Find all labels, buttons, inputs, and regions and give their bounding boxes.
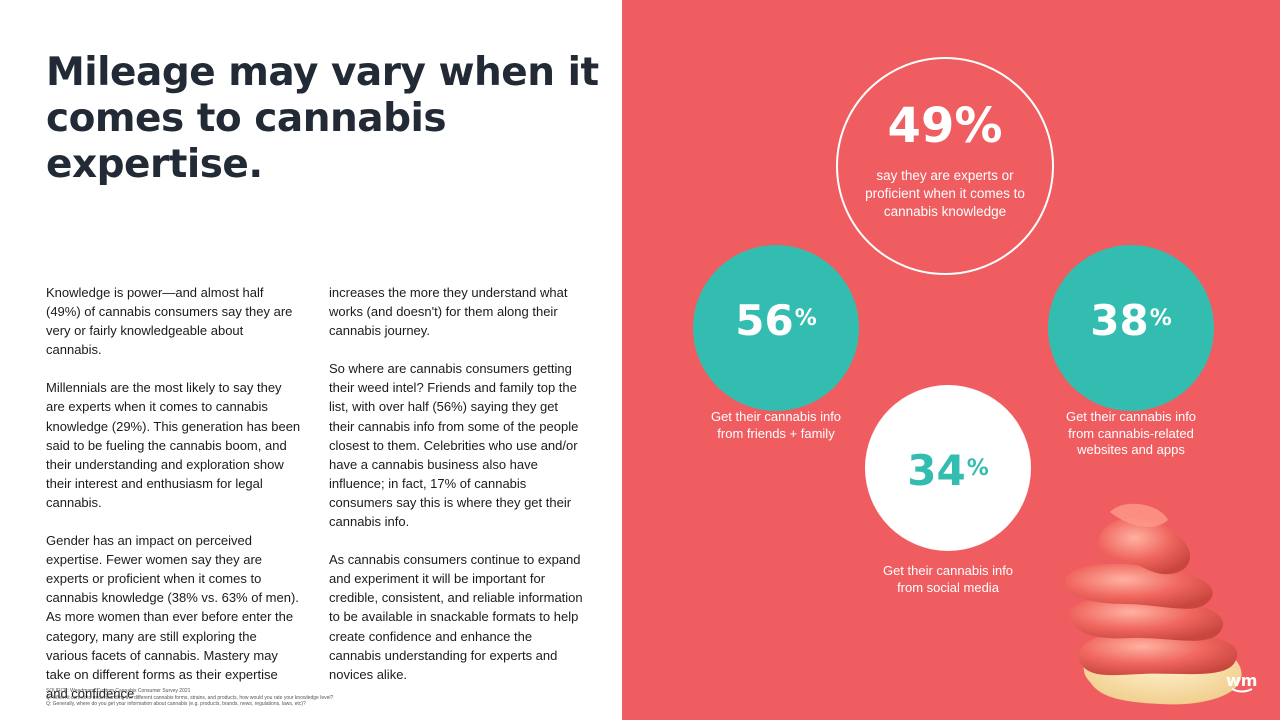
paragraph: Gender has an impact on perceived expert…: [46, 533, 299, 701]
source-note: SOURCE: Weedmaps Custom Cannabis Consume…: [46, 688, 606, 708]
paragraph: So where are cannabis consumers getting …: [329, 361, 579, 530]
page-title: Mileage may vary when it comes to cannab…: [46, 50, 599, 187]
paragraph: increases the more they understand what …: [329, 285, 568, 339]
left-panel: Mileage may vary when it comes to cannab…: [0, 0, 622, 720]
source-question-1: Q: When it comes to understanding the di…: [46, 694, 334, 701]
stat-circle-social: 34%: [865, 385, 1031, 551]
paragraph: Knowledge is power—and almost half (49%)…: [46, 285, 293, 358]
stat-caption-friends: Get their cannabis info from friends + f…: [710, 409, 842, 441]
body-column-2: increases the more they understand what …: [329, 283, 584, 703]
stat-value: 38%: [1090, 296, 1172, 345]
stats-panel: 49% say they are experts or proficient w…: [622, 0, 1280, 720]
stat-caption-websites: Get their cannabis info from cannabis-re…: [1065, 409, 1197, 457]
stat-circle-friends: 56%: [693, 245, 859, 411]
paragraph: As cannabis consumers continue to expand…: [329, 552, 583, 682]
stat-caption: say they are experts or proficient when …: [865, 168, 1025, 219]
body-column-1: Knowledge is power—and almost half (49%)…: [46, 283, 301, 722]
source-line: SOURCE: Weedmaps Custom Cannabis Consume…: [46, 688, 191, 694]
stat-value: 49%: [887, 98, 1003, 154]
stat-circle-websites: 38%: [1048, 245, 1214, 411]
gummy-candy-image: [1064, 503, 1242, 705]
svg-text:wm: wm: [1226, 672, 1257, 690]
stat-circle-experts: 49% say they are experts or proficient w…: [836, 57, 1054, 275]
wm-logo: wm: [1226, 672, 1257, 693]
source-question-2: Q: Generally, where do you get your info…: [46, 701, 306, 707]
paragraph: Millennials are the most likely to say t…: [46, 380, 301, 510]
stat-value: 56%: [735, 296, 817, 345]
stat-value: 34%: [907, 446, 989, 495]
stat-caption-social: Get their cannabis info from social medi…: [882, 563, 1014, 595]
